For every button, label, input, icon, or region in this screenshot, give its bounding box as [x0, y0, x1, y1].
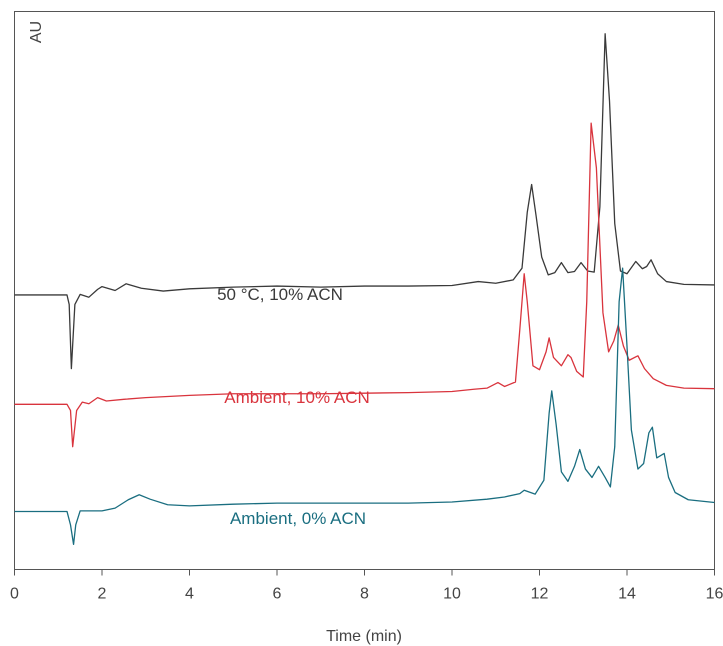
- series-label-0: 50 °C, 10% ACN: [217, 285, 343, 304]
- series-label-1: Ambient, 10% ACN: [224, 388, 370, 407]
- series-line-0: [14, 33, 715, 370]
- series-labels: 50 °C, 10% ACN Ambient, 10% ACN Ambient, 0…: [217, 285, 370, 528]
- x-tick-label: 2: [98, 586, 107, 603]
- x-tick-label: 8: [360, 586, 369, 603]
- x-tick-label: 4: [185, 586, 194, 603]
- x-tick-label: 12: [531, 586, 549, 603]
- x-tick-label: 14: [618, 586, 636, 603]
- series-label-2: Ambient, 0% ACN: [230, 509, 366, 528]
- x-tick-label: 10: [443, 586, 461, 603]
- series-group: [14, 33, 715, 546]
- x-tick-label: 0: [10, 586, 19, 603]
- series-line-2: [14, 267, 715, 546]
- x-tick-label: 16: [706, 586, 723, 603]
- x-axis-ticks: 0 2 4 6 8 10 12 14 16: [10, 569, 723, 603]
- x-axis-title: Time (min): [326, 628, 402, 645]
- x-tick-label: 6: [273, 586, 282, 603]
- series-line-1: [14, 122, 715, 448]
- y-axis-title: AU: [28, 21, 45, 43]
